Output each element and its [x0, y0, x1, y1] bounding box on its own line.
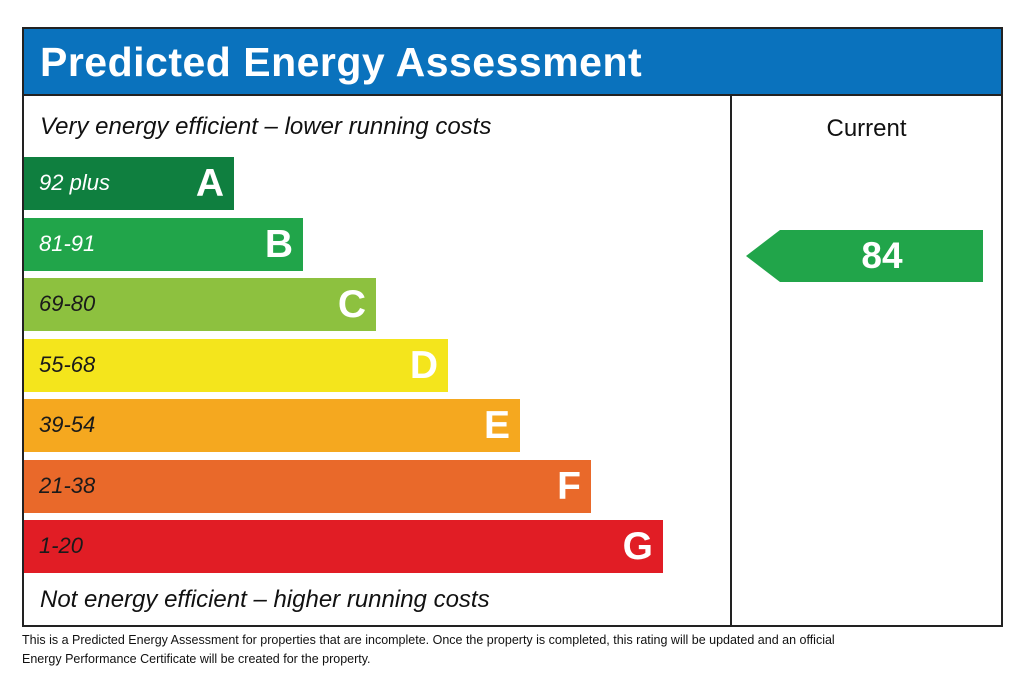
band: 39-54 E	[24, 399, 520, 452]
band-letter: E	[483, 404, 510, 447]
band-letter: A	[195, 162, 224, 205]
band: 81-91 B	[24, 217, 303, 271]
header: Predicted Energy Assessment	[24, 29, 1001, 96]
band-range: 81-91	[39, 230, 96, 256]
band-letter: B	[264, 222, 293, 266]
band: 1-20 G	[24, 520, 663, 573]
current-value: 84	[861, 235, 903, 276]
band-letter: G	[622, 525, 653, 568]
band-range: 39-54	[39, 412, 96, 437]
footer: This is a Predicted Energy Assessment fo…	[22, 633, 835, 666]
current-label: Current	[826, 115, 907, 142]
band: 92 plus A	[24, 157, 234, 210]
epc-frame: Predicted Energy Assessment Very energy …	[22, 27, 1003, 627]
divider	[730, 96, 732, 625]
band-letter: D	[409, 343, 438, 387]
band-range: 69-80	[39, 291, 96, 316]
band-letter: C	[337, 283, 366, 326]
band-range: 21-38	[39, 472, 96, 498]
current-arrow: 84	[746, 230, 983, 282]
title: Predicted Energy Assessment	[40, 39, 643, 85]
band-range: 1-20	[39, 533, 84, 558]
bottom-note: Not energy efficient – higher running co…	[40, 586, 490, 613]
top-note: Very energy efficient – lower running co…	[40, 113, 492, 140]
band-range: 55-68	[39, 351, 96, 377]
band: 69-80 C	[24, 278, 376, 331]
band-letter: F	[557, 464, 581, 508]
band: 21-38 F	[24, 459, 591, 513]
band: 55-68 D	[24, 338, 448, 392]
arrow-shape	[746, 230, 983, 282]
band-range: 92 plus	[39, 170, 110, 195]
